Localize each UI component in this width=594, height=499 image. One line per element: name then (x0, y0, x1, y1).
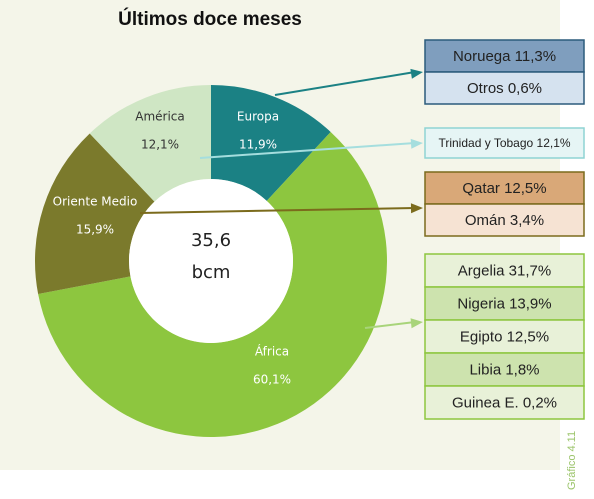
breakdown-label: Noruega 11,3% (453, 48, 556, 65)
donut-slice (89, 85, 211, 202)
slice-value-label: 60,1% (253, 373, 291, 387)
breakdown-label: Otros 0,6% (467, 80, 542, 97)
breakdown-label: Guinea E. 0,2% (452, 394, 557, 411)
breakdown-label: Egipto 12,5% (460, 328, 549, 345)
donut-slice (38, 131, 387, 437)
slice-label: África (255, 344, 289, 359)
callout-arrow (199, 142, 416, 159)
breakdown-label: Trinidad y Tobago 12,1% (438, 136, 570, 150)
breakdown-label: Nigeria 13,9% (457, 295, 551, 312)
callout-arrow (364, 321, 416, 329)
breakdown-box (424, 286, 585, 321)
breakdown-box (424, 253, 585, 288)
breakdown-box (424, 127, 585, 159)
breakdown-label: Libia 1,8% (469, 361, 539, 378)
slice-label: América (135, 110, 185, 124)
slice-label: Oriente Medio (53, 195, 138, 209)
donut-slice (34, 133, 155, 294)
breakdown-box (424, 203, 585, 237)
breakdown-box (424, 171, 585, 205)
center-unit: bcm (192, 262, 231, 283)
arrow-head (410, 318, 423, 329)
breakdown-box (424, 385, 585, 420)
breakdown-label: Qatar 12,5% (462, 180, 546, 197)
footnote: Gráfico 4.11 (566, 431, 578, 490)
chart-title: Últimos doce meses (118, 8, 302, 30)
breakdown-box (424, 352, 585, 387)
arrow-head (410, 138, 423, 149)
slice-value-label: 11,9% (239, 138, 277, 152)
donut-slice (211, 85, 331, 201)
center-value: 35,6 (191, 230, 231, 251)
breakdown-box (424, 39, 585, 73)
breakdown-box (424, 71, 585, 105)
arrow-head (410, 68, 423, 79)
callout-arrow (274, 71, 416, 96)
callout-arrow (139, 207, 416, 214)
slice-label: Europa (237, 110, 279, 124)
breakdown-box (424, 319, 585, 354)
donut-hole (129, 179, 293, 343)
arrow-head (410, 203, 423, 214)
breakdown-label: Argelia 31,7% (458, 262, 551, 279)
slice-value-label: 15,9% (76, 223, 114, 237)
breakdown-label: Omán 3,4% (465, 212, 544, 229)
slice-value-label: 12,1% (141, 138, 179, 152)
